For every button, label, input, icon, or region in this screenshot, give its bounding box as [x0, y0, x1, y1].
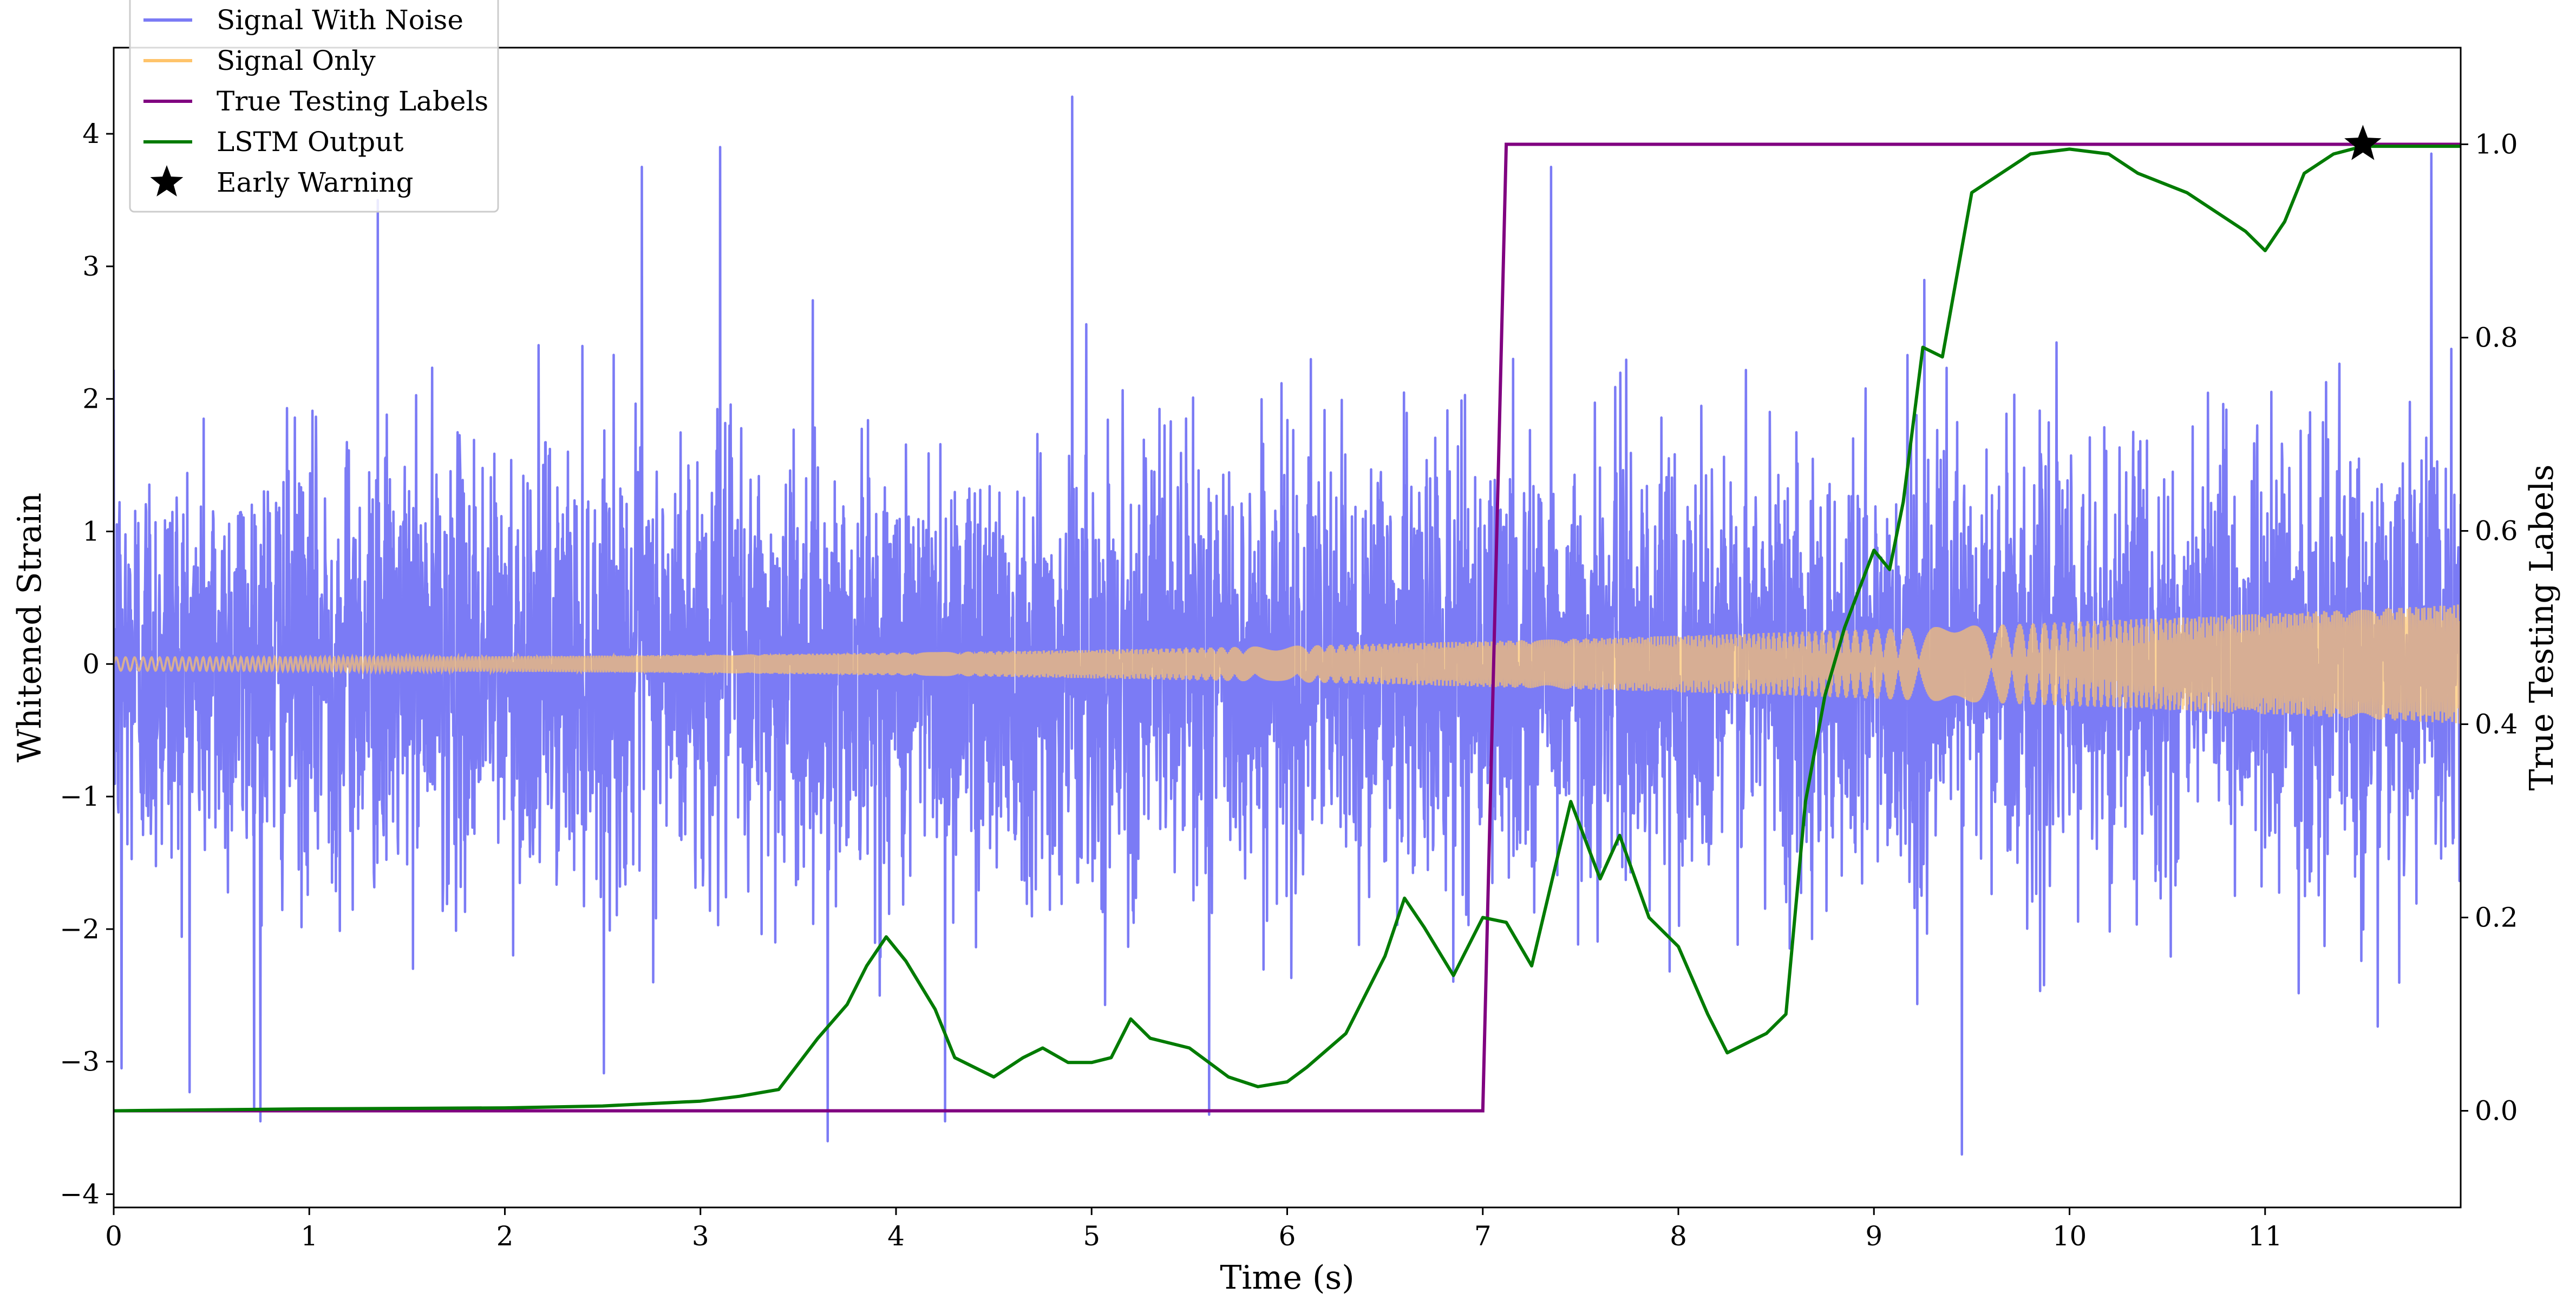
- series-lstm-output: [114, 145, 2461, 1113]
- y2-tick-label: 0.8: [2475, 322, 2518, 354]
- y-axis-right: 0.0 0.2 0.4 0.6 0.8 1.0: [2461, 129, 2518, 1127]
- legend-item-signal-with-noise: Signal With Noise: [143, 4, 463, 36]
- legend: Signal With Noise Signal Only True Testing…: [129, 0, 499, 213]
- series-true-testing-labels: [114, 142, 2461, 1113]
- series-signal-only: [114, 604, 2461, 724]
- legend-item-lstm-output: LSTM Output: [143, 126, 403, 158]
- y2-tick-label: 0.4: [2475, 709, 2518, 740]
- y-axis-label: Whitened Strain: [11, 493, 49, 762]
- y2-tick-label: 0.2: [2475, 902, 2518, 933]
- y-tick-label: 0: [82, 648, 100, 680]
- series-signal-with-noise: [114, 95, 2461, 1156]
- x-tick-label: 4: [887, 1220, 905, 1252]
- x-tick-label: 11: [2248, 1220, 2283, 1252]
- y-tick-label: −1: [60, 781, 100, 812]
- legend-item-signal-only: Signal Only: [143, 45, 376, 76]
- x-tick-label: 3: [692, 1220, 709, 1252]
- legend-items: Signal With Noise Signal Only True Testing…: [143, 4, 488, 198]
- y-tick-label: 3: [82, 251, 100, 282]
- y2-tick-label: 0.6: [2475, 515, 2518, 547]
- x-axis: 0 1 2 3 4 5 6 7 8 9 10 11: [105, 1207, 2283, 1252]
- series-layer: [114, 95, 2461, 1156]
- x-tick-label: 8: [1670, 1220, 1687, 1252]
- y2-axis-label: True Testing Labels: [2523, 465, 2561, 791]
- x-tick-label: 2: [496, 1220, 514, 1252]
- legend-item-early-warning: Early Warning: [150, 165, 414, 198]
- legend-item-true-testing-labels: True Testing Labels: [143, 86, 488, 117]
- y-tick-label: 1: [82, 516, 100, 547]
- y2-tick-label: 0.0: [2475, 1095, 2518, 1127]
- x-tick-label: 5: [1083, 1220, 1100, 1252]
- y-tick-label: −2: [60, 913, 100, 945]
- legend-label: LSTM Output: [217, 126, 403, 158]
- y-axis-left: −4 −3 −2 −1 0 1 2 3 4: [60, 118, 114, 1210]
- y2-tick-label: 1.0: [2475, 129, 2518, 160]
- x-tick-label: 10: [2052, 1220, 2087, 1252]
- legend-label: True Testing Labels: [217, 86, 488, 117]
- x-tick-label: 6: [1279, 1220, 1296, 1252]
- legend-box: [129, 0, 499, 213]
- x-tick-label: 1: [300, 1220, 318, 1252]
- legend-label: Early Warning: [217, 167, 414, 198]
- y-tick-label: −4: [60, 1179, 100, 1210]
- y-tick-label: 2: [82, 383, 100, 415]
- x-axis-label: Time (s): [1220, 1259, 1354, 1297]
- legend-label: Signal With Noise: [217, 4, 463, 36]
- y-tick-label: −3: [60, 1046, 100, 1078]
- x-tick-label: 0: [105, 1220, 122, 1252]
- legend-label: Signal Only: [217, 45, 376, 76]
- legend-star-icon: [150, 165, 184, 197]
- x-tick-label: 9: [1865, 1220, 1882, 1252]
- early-warning-star-marker: [2344, 125, 2382, 160]
- x-tick-label: 7: [1474, 1220, 1492, 1252]
- y-tick-label: 4: [82, 118, 100, 149]
